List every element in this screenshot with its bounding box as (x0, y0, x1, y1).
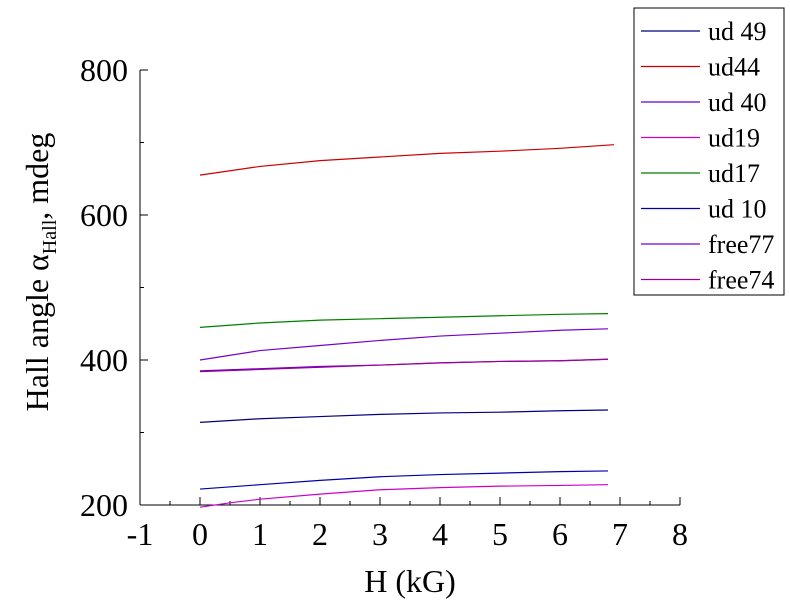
series-line-1 (199, 409, 609, 423)
x-tick-label: 3 (372, 516, 388, 552)
series-line-5 (199, 313, 609, 328)
series-line-7 (199, 328, 609, 361)
legend-label-3: ud 40 (708, 88, 767, 117)
series-line-6 (199, 470, 609, 490)
x-tick-label: 1 (252, 516, 268, 552)
x-tick-label: 4 (432, 516, 448, 552)
legend-label-4: ud19 (708, 124, 760, 153)
x-tick-label: 7 (612, 516, 628, 552)
x-axis-label: H (kG) (364, 563, 456, 599)
x-tick-label: 0 (192, 516, 208, 552)
legend-label-7: free77 (708, 230, 774, 259)
legend: ud 49 ud44 ud 40 ud19 ud17 ud 10 free77 free74 (633, 7, 785, 296)
legend-label-8: free74 (708, 266, 774, 295)
x-tick-label: 5 (492, 516, 508, 552)
legend-box (633, 7, 785, 296)
axes (139, 70, 680, 506)
ticks: -1 0 1 2 3 4 5 6 7 8 200 400 600 800 (80, 52, 688, 552)
x-tick-label: 6 (552, 516, 568, 552)
y-tick-label: 400 (80, 342, 128, 378)
series-line-8 (199, 358, 609, 373)
y-axis-label: Hall angle αHall, mdeg (19, 133, 61, 412)
x-tick-label: 2 (312, 516, 328, 552)
legend-label-2: ud44 (708, 53, 760, 82)
y-tick-label: 800 (80, 52, 128, 88)
x-tick-label: -1 (127, 516, 154, 552)
y-tick-label: 200 (80, 487, 128, 523)
legend-label-1: ud 49 (708, 17, 767, 46)
legend-label-5: ud17 (708, 159, 760, 188)
plot-area (199, 144, 615, 508)
y-axis-label-tail: , mdeg (19, 133, 55, 220)
x-tick-label: 8 (672, 516, 688, 552)
y-axis-label-main: Hall angle α (19, 254, 55, 411)
legend-label-6: ud 10 (708, 195, 767, 224)
y-axis-label-sub: Hall (39, 219, 61, 254)
series-line-2 (199, 144, 615, 176)
series-line-4 (199, 484, 609, 508)
y-tick-label: 600 (80, 197, 128, 233)
